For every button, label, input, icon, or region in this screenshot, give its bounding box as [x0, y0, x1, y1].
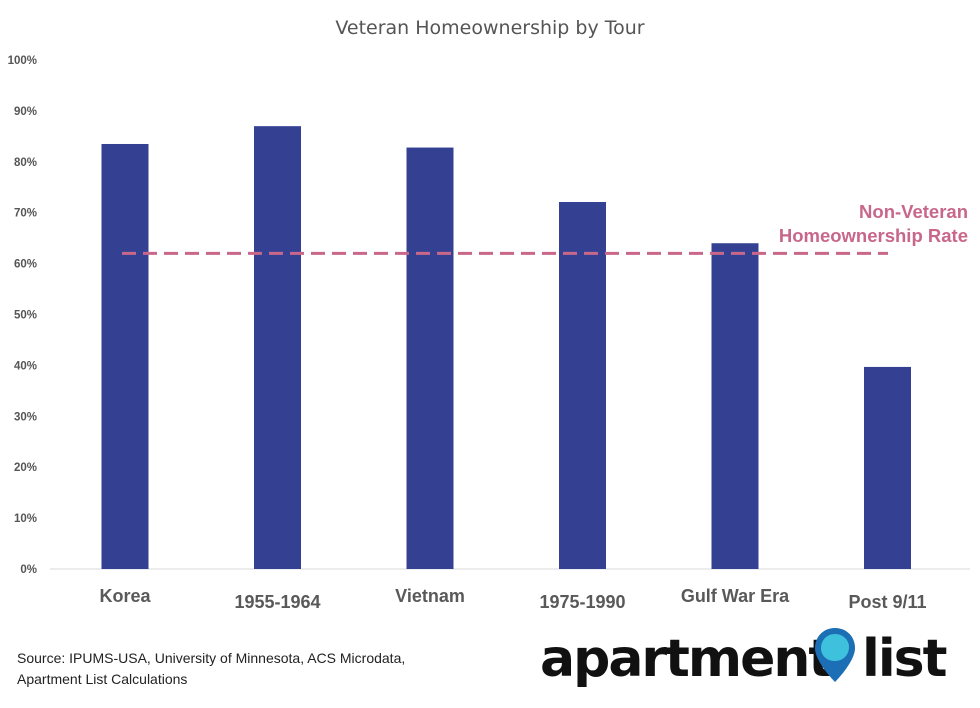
y-tick-label: 80%	[14, 157, 37, 169]
y-tick-label: 60%	[14, 259, 37, 271]
y-tick-label: 40%	[14, 360, 37, 372]
chart-title: Veteran Homeownership by Tour	[335, 17, 644, 39]
y-tick-label: 90%	[14, 106, 37, 118]
bar-vietnam	[406, 147, 454, 569]
reference-label-line-1: Non-Veteran	[859, 201, 968, 222]
y-tick-label: 20%	[14, 462, 37, 474]
x-tick-label: Korea	[99, 586, 151, 606]
x-tick-label: Gulf War Era	[681, 586, 790, 606]
source-line-1: Source: IPUMS-USA, University of Minneso…	[17, 650, 406, 666]
y-tick-label: 50%	[14, 310, 37, 322]
source-line-2: Apartment List Calculations	[17, 671, 188, 687]
y-tick-label: 30%	[14, 411, 37, 423]
bar-post-9-11	[864, 366, 911, 569]
x-tick-label: Post 9/11	[848, 592, 926, 612]
x-tick-label: 1975-1990	[539, 592, 625, 612]
y-tick-label: 0%	[20, 564, 37, 576]
x-tick-label: Vietnam	[395, 586, 465, 606]
bar-1975-1990	[559, 202, 606, 570]
logo-word-list: list	[862, 629, 947, 689]
y-axis: 0% 10% 20% 30% 40% 50% 60% 70% 80% 90% 100%	[8, 55, 37, 576]
bar-1955-1964	[254, 126, 301, 570]
bar-gulf-war-era	[711, 243, 759, 570]
bar-korea	[101, 143, 149, 570]
y-tick-label: 10%	[14, 513, 37, 525]
reference-label-line-2: Homeownership Rate	[779, 225, 968, 246]
logo-word-apartment: apartment	[540, 629, 833, 689]
source-note: Source: IPUMS-USA, University of Minneso…	[17, 648, 405, 690]
y-tick-label: 70%	[14, 208, 37, 220]
map-pin-icon	[815, 628, 855, 682]
x-axis: Korea 1955-1964 Vietnam 1975-1990 Gulf War E…	[99, 586, 926, 612]
x-tick-label: 1955-1964	[234, 592, 320, 612]
bars	[101, 126, 911, 570]
apartment-list-logo: apartment list	[540, 624, 960, 694]
y-tick-label: 100%	[8, 55, 37, 67]
